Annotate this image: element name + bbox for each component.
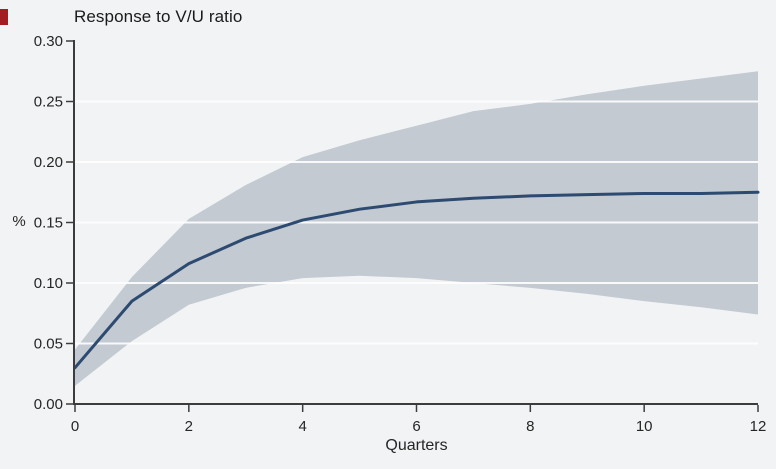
y-axis-label: %: [12, 213, 26, 230]
x-axis-label: Quarters: [385, 437, 448, 454]
y-tick-label: 0.00: [34, 396, 63, 413]
x-tick-label: 0: [71, 418, 79, 435]
y-tick-label: 0.20: [34, 154, 63, 171]
x-tick-label: 10: [636, 418, 653, 435]
y-tick-label: 0.30: [34, 33, 63, 50]
x-tick-label: 12: [750, 418, 767, 435]
brand-accent-mark: [0, 9, 8, 25]
y-tick-label: 0.15: [34, 215, 63, 232]
y-tick-label: 0.05: [34, 336, 63, 353]
x-tick-label: 2: [185, 418, 193, 435]
chart-title: Response to V/U ratio: [74, 7, 243, 26]
x-tick-label: 8: [526, 418, 534, 435]
response-line: [73, 190, 760, 370]
y-tick-label: 0.25: [34, 94, 63, 111]
confidence-band: [75, 71, 758, 386]
x-tick-label: 6: [412, 418, 420, 435]
x-tick-label: 4: [298, 418, 306, 435]
y-tick-label: 0.10: [34, 275, 63, 292]
